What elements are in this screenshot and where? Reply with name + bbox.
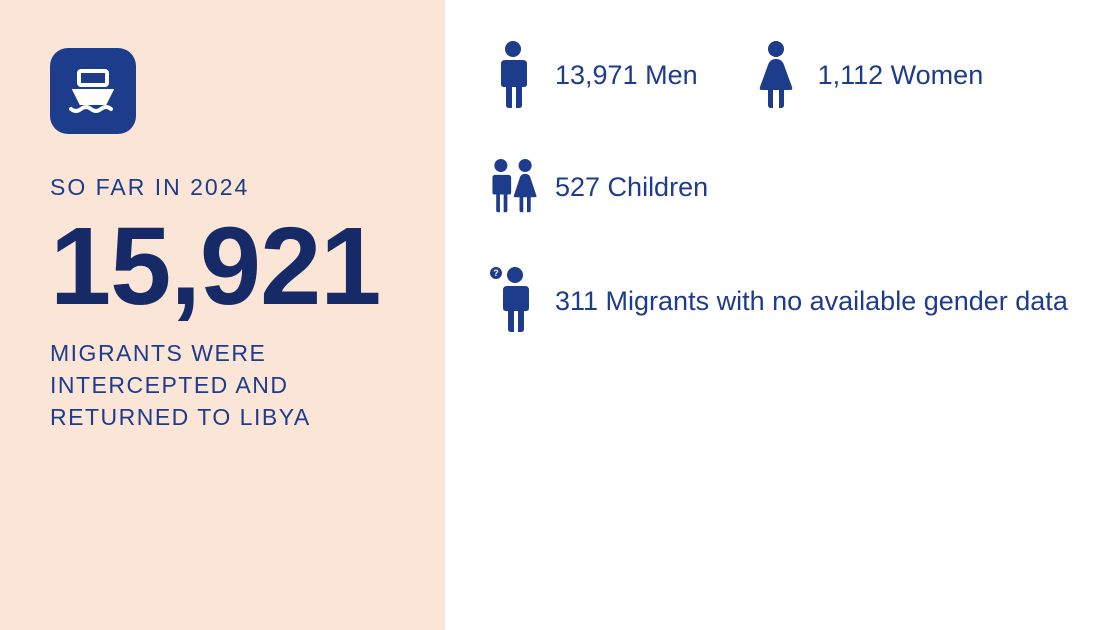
caption: MIGRANTS WERE INTERCEPTED AND RETURNED T… bbox=[50, 337, 405, 434]
total-number: 15,921 bbox=[50, 209, 405, 325]
breakdown-panel: 13,971 Men 1,112 Women bbox=[445, 0, 1120, 630]
stat-children-text: 527 Children bbox=[555, 172, 708, 203]
boat-icon-box bbox=[50, 48, 136, 134]
stat-children: 527 Children bbox=[485, 152, 708, 222]
svg-text:?: ? bbox=[493, 268, 499, 278]
boat-icon bbox=[65, 63, 121, 119]
subtitle: SO FAR IN 2024 bbox=[50, 174, 405, 201]
stat-row-2: 527 Children bbox=[485, 152, 1100, 222]
woman-icon bbox=[748, 40, 804, 110]
unknown-person-icon: ? bbox=[485, 264, 541, 334]
stat-row-3: ? 311 Migrants with no available gender … bbox=[485, 264, 1100, 334]
stat-women-text: 1,112 Women bbox=[818, 60, 984, 91]
stat-unknown-text: 311 Migrants with no available gender da… bbox=[555, 282, 1068, 317]
man-icon bbox=[485, 40, 541, 110]
stat-men-text: 13,971 Men bbox=[555, 60, 698, 91]
stat-unknown: ? 311 Migrants with no available gender … bbox=[485, 264, 1068, 334]
stat-men: 13,971 Men bbox=[485, 40, 698, 110]
stat-women: 1,112 Women bbox=[748, 40, 984, 110]
stat-row-1: 13,971 Men 1,112 Women bbox=[485, 40, 1100, 110]
children-icon bbox=[485, 152, 541, 222]
summary-panel: SO FAR IN 2024 15,921 MIGRANTS WERE INTE… bbox=[0, 0, 445, 630]
